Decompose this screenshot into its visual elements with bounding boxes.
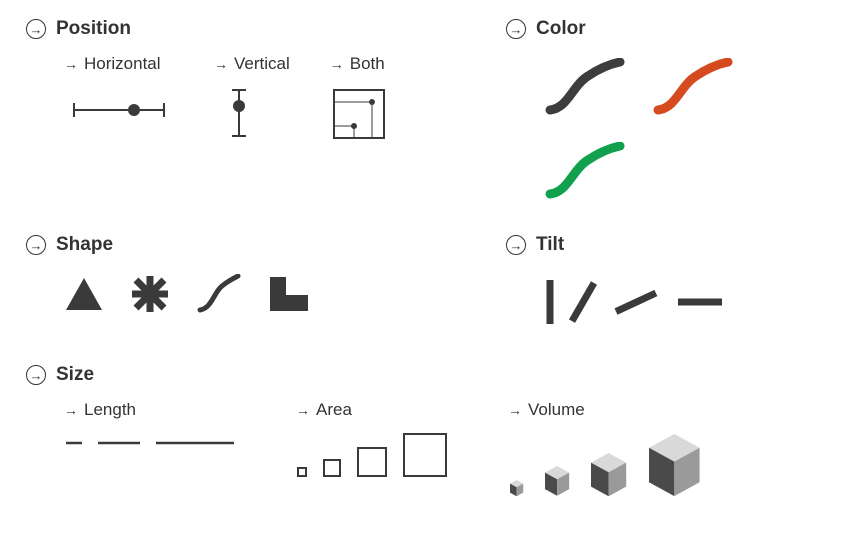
tilt-bar-icon (610, 287, 662, 318)
arrow-right-circle-icon: → (506, 19, 526, 39)
length-sample-icon (154, 440, 236, 446)
area-square-icon (296, 466, 308, 478)
color-swatch-icon (652, 58, 734, 116)
tilt-bar-icon (544, 274, 556, 330)
glyph-position-vertical (214, 86, 264, 142)
volume-cube-icon (589, 451, 628, 498)
section-color: → Color (506, 18, 829, 200)
arrow-right-circle-icon: → (26, 19, 46, 39)
sub-vertical: → Vertical (214, 54, 290, 142)
arrow-right-circle-icon: → (506, 235, 526, 255)
tilt-bar-icon (566, 277, 600, 327)
heading-size: Size (56, 364, 94, 386)
sub-horizontal: → Horizontal (64, 54, 174, 142)
arrow-right-icon: → (330, 56, 344, 72)
sub-volume: → Volume (508, 400, 701, 498)
shape-asterisk-icon (130, 274, 170, 314)
glyph-row-shape (26, 274, 506, 314)
arrow-right-icon: → (64, 402, 78, 418)
color-swatch-icon (544, 142, 626, 200)
color-swatch-icon (544, 58, 626, 116)
heading-shape: Shape (56, 234, 113, 256)
shape-lshape-icon (268, 275, 310, 313)
volume-cube-icon (508, 478, 525, 498)
heading-color: Color (536, 18, 586, 40)
area-square-icon (322, 458, 342, 478)
area-square-icon (402, 432, 448, 478)
shape-triangle-icon (64, 276, 104, 312)
heading-tilt: Tilt (536, 234, 564, 256)
sub-both: → Both (330, 54, 390, 142)
glyph-row-length (64, 440, 236, 446)
sub-length: → Length (64, 400, 236, 498)
length-sample-icon (64, 440, 84, 446)
section-size: → Size → Length → Area → V (26, 364, 829, 498)
glyph-row-volume (508, 432, 701, 498)
glyph-position-horizontal (64, 86, 174, 126)
section-shape: → Shape (26, 234, 506, 330)
heading-position: Position (56, 18, 131, 40)
section-position: → Position → Horizontal → Vertical (26, 18, 506, 200)
arrow-right-circle-icon: → (26, 365, 46, 385)
section-tilt: → Tilt (506, 234, 829, 330)
arrow-right-icon: → (508, 402, 522, 418)
arrow-right-icon: → (64, 56, 78, 72)
volume-cube-icon (543, 464, 571, 498)
shape-curve-icon (196, 274, 242, 314)
area-square-icon (356, 446, 388, 478)
length-sample-icon (96, 440, 142, 446)
glyph-row-area (296, 432, 448, 478)
glyph-row-tilt (506, 274, 829, 330)
sub-area: → Area (296, 400, 448, 498)
arrow-right-icon: → (214, 56, 228, 72)
volume-cube-icon (647, 432, 702, 498)
glyph-row-color (506, 58, 829, 200)
glyph-position-both (330, 86, 390, 142)
arrow-right-circle-icon: → (26, 235, 46, 255)
tilt-bar-icon (672, 296, 728, 308)
arrow-right-icon: → (296, 402, 310, 418)
